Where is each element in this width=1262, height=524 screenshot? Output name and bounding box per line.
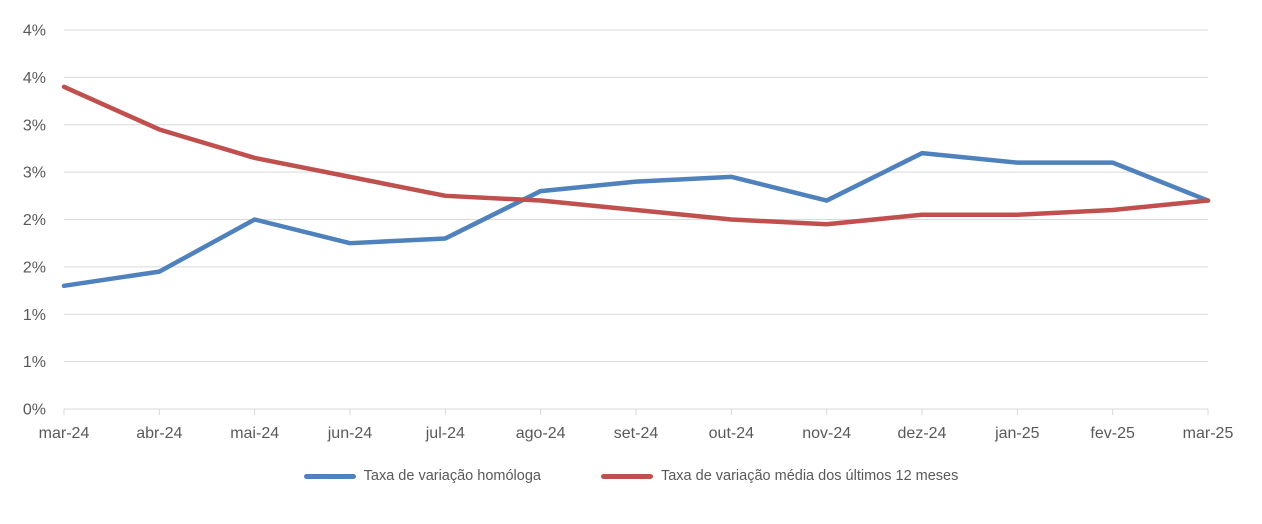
y-axis-label: 1% [23,354,46,371]
y-axis-label: 0% [23,402,46,419]
y-axis-label: 2% [23,212,46,229]
x-axis-label: nov-24 [802,425,851,442]
legend-label-media-12-meses: Taxa de variação média dos últimos 12 me… [660,468,959,484]
x-axis-label: mar-24 [39,425,90,442]
legend-swatch-blue-line [303,473,356,479]
legend-swatch-red-line [600,473,653,479]
x-axis-label: mar-25 [1183,425,1234,442]
y-axis-label: 4% [23,23,46,40]
x-axis-label: fev-25 [1090,425,1135,442]
series-line-1 [61,84,1211,227]
y-axis-label: 2% [23,259,46,276]
y-axis-label: 3% [23,117,46,134]
x-axis-label: dez-24 [898,425,947,442]
legend-item-media-12-meses: Taxa de variação média dos últimos 12 me… [600,468,959,484]
x-axis-label: ago-24 [516,425,566,442]
series-line-0 [61,150,1211,289]
x-axis-label: set-24 [614,425,659,442]
x-axis-label: out-24 [709,425,754,442]
y-axis-label: 3% [23,165,46,182]
legend-label-homologa: Taxa de variação homóloga [363,468,541,484]
x-axis-label: abr-24 [136,425,182,442]
legend-item-homologa: Taxa de variação homóloga [303,468,541,484]
line-chart-plot: 0% 1% 1% 2% 2% 3% 3% 4% 4% mar-24 abr-24 mai-24 jun-… [23,23,1234,443]
x-axis-label: mai-24 [230,425,279,442]
x-axis-label: jun-24 [327,425,373,442]
y-axis-label: 4% [23,70,46,87]
y-axis-label: 1% [23,307,46,324]
chart-legend: Taxa de variação homóloga Taxa de variaç… [0,468,1262,484]
x-axis-label: jan-25 [994,425,1040,442]
x-axis-label: jul-24 [425,425,465,442]
